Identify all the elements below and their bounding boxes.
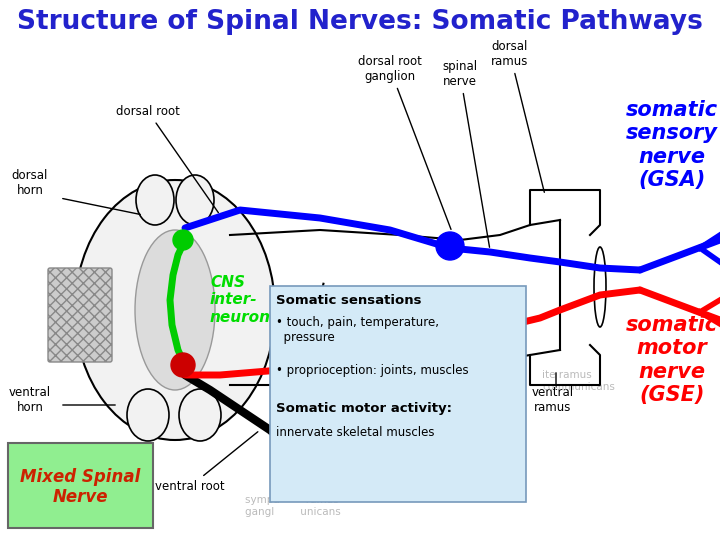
Circle shape (171, 353, 195, 377)
Text: ventral root: ventral root (156, 432, 258, 493)
Circle shape (436, 232, 464, 260)
Text: Mixed Spinal
Nerve: Mixed Spinal Nerve (20, 468, 140, 507)
Text: innervate skeletal muscles: innervate skeletal muscles (276, 426, 434, 439)
Ellipse shape (136, 175, 174, 225)
Ellipse shape (594, 247, 606, 327)
FancyBboxPatch shape (8, 443, 153, 528)
Text: sympa        ramus
gangl        unicans: sympa ramus gangl unicans (245, 495, 341, 517)
Circle shape (173, 230, 193, 250)
Text: somatic
sensory
nerve
(GSA): somatic sensory nerve (GSA) (626, 100, 718, 190)
Text: somatic
motor
nerve
(GSE): somatic motor nerve (GSE) (626, 315, 718, 405)
FancyBboxPatch shape (270, 286, 526, 502)
Ellipse shape (135, 230, 215, 390)
Text: ite ramus
communicans: ite ramus communicans (542, 370, 615, 392)
Text: CNS
inter-
neuron: CNS inter- neuron (210, 275, 271, 325)
Text: • proprioception: joints, muscles: • proprioception: joints, muscles (276, 364, 469, 377)
Text: Somatic motor activity:: Somatic motor activity: (276, 402, 452, 415)
Text: spinal
nerve: spinal nerve (442, 60, 490, 247)
Text: dorsal root
ganglion: dorsal root ganglion (358, 55, 451, 230)
Text: dorsal
horn: dorsal horn (12, 169, 48, 197)
Ellipse shape (127, 389, 169, 441)
Text: • touch, pain, temperature,
  pressure: • touch, pain, temperature, pressure (276, 316, 439, 344)
Text: dorsal root: dorsal root (116, 105, 218, 213)
Ellipse shape (75, 180, 275, 440)
Text: ventral
ramus: ventral ramus (532, 386, 574, 414)
Ellipse shape (179, 389, 221, 441)
Ellipse shape (176, 175, 214, 225)
Text: Structure of Spinal Nerves: Somatic Pathways: Structure of Spinal Nerves: Somatic Path… (17, 9, 703, 35)
Text: ventral
horn: ventral horn (9, 386, 51, 414)
Text: dorsal
ramus: dorsal ramus (491, 40, 544, 192)
Text: Somatic sensations: Somatic sensations (276, 294, 421, 307)
FancyBboxPatch shape (48, 268, 112, 362)
